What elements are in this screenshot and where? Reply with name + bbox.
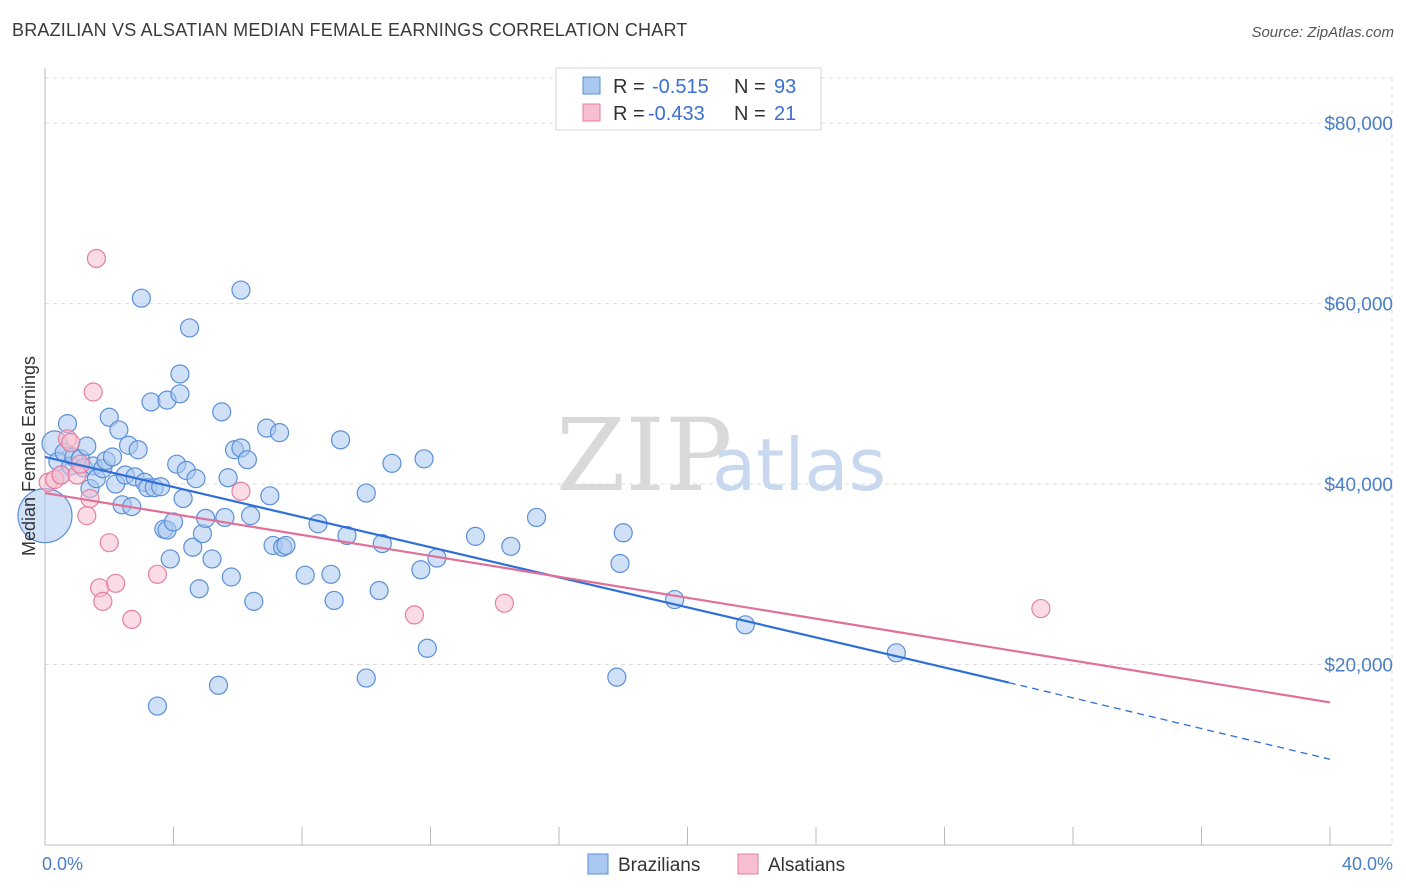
legend-r-label-2: R =	[613, 103, 645, 125]
alsatians-point	[494, 593, 514, 613]
brazilians-point	[77, 436, 97, 456]
legend-n-value-2: 21	[774, 103, 796, 125]
legend-swatch-alsatians	[582, 103, 601, 122]
legend-n-value-1: 93	[774, 76, 796, 98]
bottom-legend-swatch-brazilians	[587, 853, 609, 875]
brazilians-point	[330, 430, 351, 450]
y-tick-label-2: $60,000	[1324, 295, 1393, 316]
brazilians-point	[465, 526, 486, 546]
trend-line-alsatians	[44, 491, 1331, 704]
brazilians-point	[356, 668, 376, 688]
bottom-legend-brazilians: Brazilians	[618, 855, 700, 876]
brazilians-point	[147, 696, 168, 716]
alsatians-point	[51, 465, 71, 485]
y-axis-label: Median Female Earnings	[19, 356, 39, 556]
brazilians-point	[160, 549, 180, 569]
brazilians-point	[131, 288, 151, 308]
watermark-atlas: atlas	[712, 423, 886, 507]
brazilians-point	[308, 514, 328, 534]
alsatians-point	[83, 382, 103, 402]
watermark: ZIP atlas	[556, 397, 886, 514]
brazilians-point	[202, 549, 222, 569]
legend-r-label-1: R =	[613, 76, 645, 98]
brazilians-point	[141, 392, 161, 412]
brazilians-point	[173, 488, 193, 509]
brazilians-point	[417, 638, 437, 658]
trend-lines	[44, 455, 1331, 760]
brazilians-point	[337, 525, 357, 546]
brazilians-point	[260, 486, 280, 506]
brazilians-point	[186, 469, 206, 489]
bottom-legend-swatch-alsatians	[737, 853, 759, 875]
brazilians-point	[324, 590, 344, 611]
brazilians-point	[382, 453, 402, 473]
y-tick-label-1: $40,000	[1324, 475, 1393, 496]
bottom-legend-alsatians: Alsatians	[768, 855, 845, 876]
series-alsatians-points	[38, 248, 1051, 630]
chart-title: BRAZILIAN VS ALSATIAN MEDIAN FEMALE EARN…	[12, 20, 688, 40]
brazilians-point	[244, 591, 264, 611]
brazilians-point	[886, 643, 906, 663]
x-tick-label-1: 40.0%	[1342, 854, 1393, 874]
brazilians-point	[369, 580, 389, 601]
watermark-zip: ZIP	[556, 397, 732, 514]
brazilians-point	[102, 447, 123, 467]
brazilians-point	[356, 483, 376, 503]
alsatians-point	[122, 609, 142, 630]
legend-n-label-1: N =	[734, 76, 766, 98]
brazilians-point	[501, 536, 521, 556]
axes	[44, 68, 1392, 846]
alsatians-point	[1031, 598, 1051, 619]
brazilians-point	[414, 449, 434, 469]
x-tick-label-0: 0.0%	[42, 854, 83, 874]
alsatians-point	[404, 605, 425, 625]
series-brazilians-points	[17, 280, 906, 716]
tick-labels: $20,000 $40,000 $60,000 $80,000 0.0% 40.0%	[42, 114, 1393, 874]
brazilians-point	[170, 364, 190, 384]
brazilians-point	[526, 507, 547, 528]
alsatians-point	[99, 533, 119, 553]
brazilians-point	[189, 579, 209, 599]
legend-r-value-2: -0.433	[648, 103, 705, 125]
y-tick-label-0: $20,000	[1324, 656, 1393, 677]
brazilians-point	[237, 450, 257, 470]
alsatians-point	[147, 564, 168, 584]
brazilians-point	[295, 565, 315, 585]
alsatians-point	[61, 432, 81, 453]
alsatians-point	[86, 248, 107, 269]
brazilians-point	[276, 535, 296, 556]
brazilians-point	[183, 537, 203, 557]
brazilians-point	[607, 667, 627, 687]
brazilians-point	[151, 477, 171, 497]
brazilians-point	[208, 675, 229, 695]
brazilians-point	[128, 440, 148, 460]
brazilians-point	[411, 560, 431, 580]
series-legend: Brazilians Alsatians	[587, 853, 845, 876]
alsatians-point	[231, 481, 251, 501]
brazilians-point	[212, 402, 232, 422]
y-tick-label-3: $80,000	[1324, 114, 1393, 135]
brazilians-point	[179, 318, 200, 338]
brazilians-point	[613, 523, 633, 543]
trend-line-brazilians	[44, 455, 1010, 684]
brazilians-point	[231, 280, 251, 300]
brazilians-point	[321, 564, 341, 584]
legend-n-label-2: N =	[734, 103, 766, 125]
brazilians-point	[109, 420, 129, 440]
legend-swatch-brazilians	[582, 76, 601, 95]
brazilians-point	[170, 384, 190, 404]
chart-source: Source: ZipAtlas.com	[1251, 24, 1394, 41]
legend-box: R = -0.515 N = 93 R = -0.433 N = 21	[555, 67, 822, 131]
brazilians-point	[99, 407, 119, 427]
brazilians-point	[221, 567, 241, 587]
alsatians-point	[106, 573, 126, 593]
alsatians-point	[77, 506, 97, 526]
brazilians-point	[241, 506, 261, 526]
alsatians-point	[93, 591, 113, 611]
brazilians-point	[610, 553, 630, 574]
brazilians-point	[218, 468, 238, 488]
brazilians-point	[269, 423, 290, 443]
legend-r-value-1: -0.515	[652, 76, 709, 98]
